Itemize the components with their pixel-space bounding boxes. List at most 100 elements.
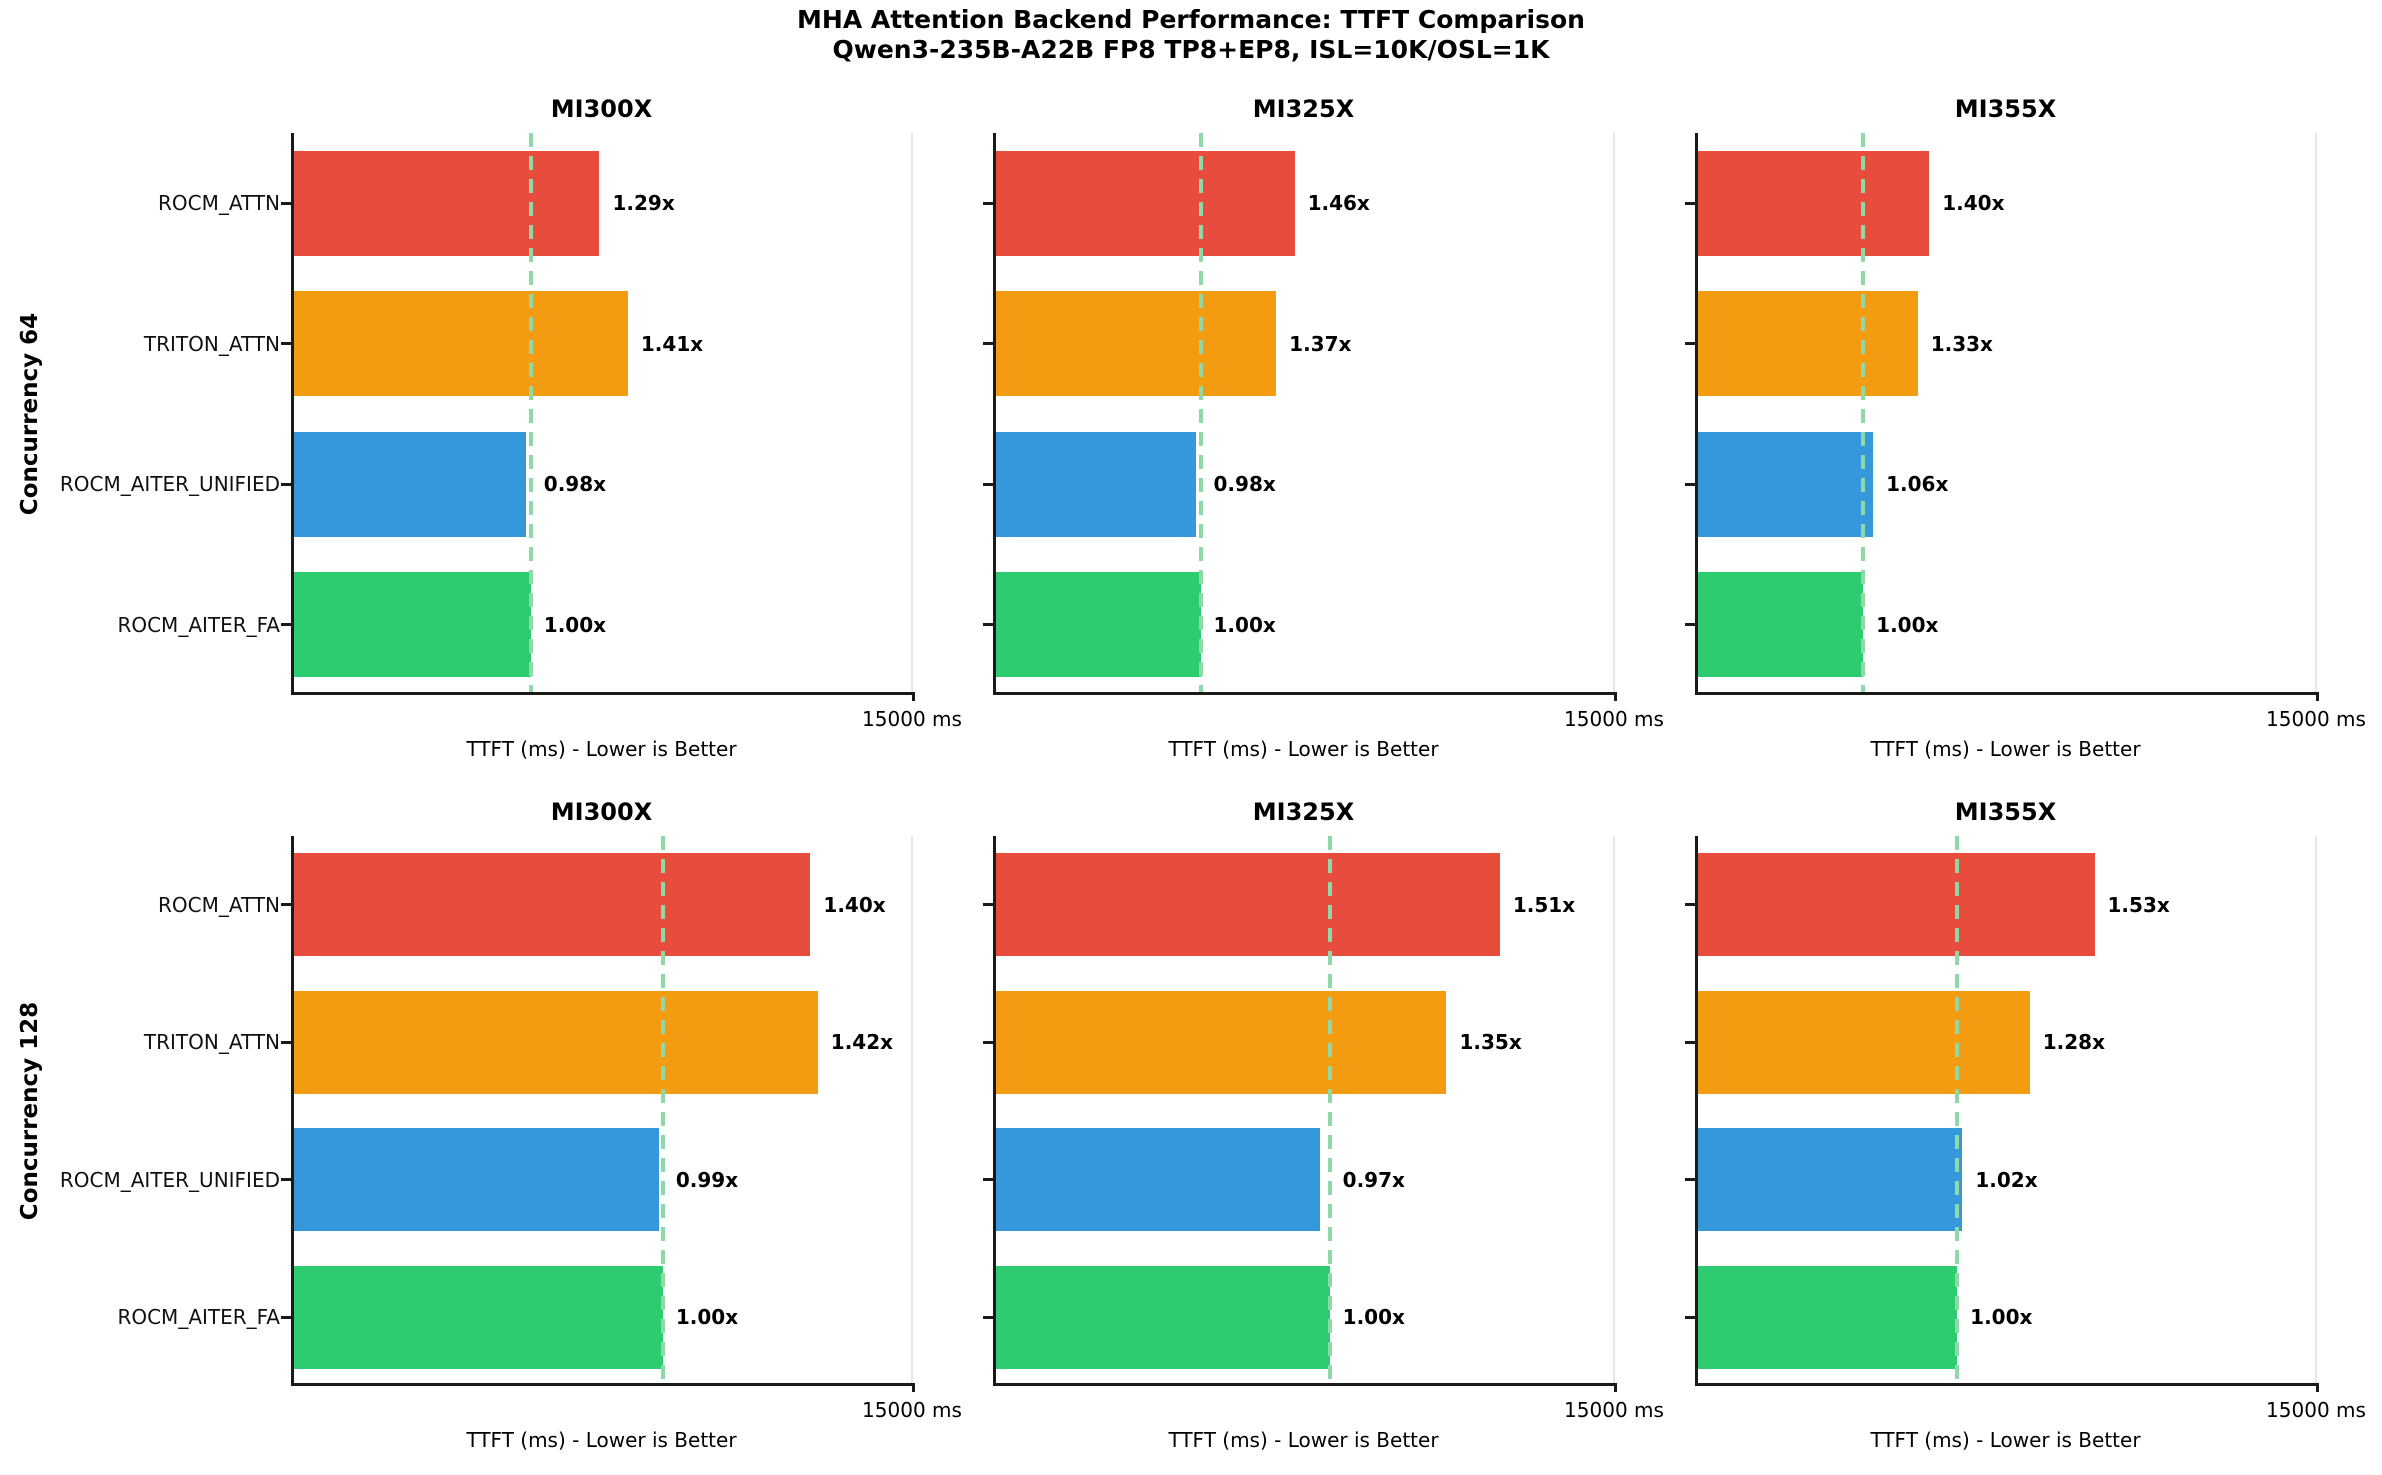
value-label-rocm_aiter_unified: 0.97x xyxy=(1342,1167,1405,1192)
category-label-triton_attn: TRITON_ATTN xyxy=(143,331,280,356)
baseline-dashed-line xyxy=(1861,133,1866,692)
value-label-triton_attn: 1.41x xyxy=(640,331,704,356)
subplot-mi355x-row2: MI355X 1.53x 1.28x 1.02x 1.00x 15000 ms TTFT (… xyxy=(1685,798,2366,1452)
value-label-rocm_attn: 1.53x xyxy=(2107,892,2170,917)
bar-rocm_aiter_fa xyxy=(996,1265,1330,1369)
bar-rocm_aiter_fa xyxy=(1698,572,1864,678)
value-label-rocm_attn: 1.51x xyxy=(1512,892,1576,917)
bar-rocm_attn xyxy=(294,853,811,957)
value-label-rocm_attn: 1.40x xyxy=(823,892,886,917)
x-tick-label: 15000 ms xyxy=(862,1398,962,1422)
value-label-rocm_aiter_fa: 1.00x xyxy=(1876,612,1939,637)
y-tick xyxy=(1685,1040,1695,1044)
y-tick xyxy=(983,903,993,907)
x-tick-15000 xyxy=(1614,692,1617,701)
x-gridline-15000 xyxy=(2315,836,2317,1383)
plot-area: ROCM_ATTN 1.29x TRITON_ATTN 1.41x ROCM_AITER… xyxy=(60,133,915,701)
value-label-triton_attn: 1.37x xyxy=(1289,331,1352,356)
row-label-concurrency-64: Concurrency 64 xyxy=(17,312,43,516)
bar-rocm_aiter_unified xyxy=(294,1128,660,1232)
bar-triton_attn xyxy=(294,990,818,1094)
bar-rocm_aiter_unified xyxy=(996,431,1197,537)
x-tick-label: 15000 ms xyxy=(2266,1398,2366,1422)
x-axis-label: TTFT (ms) - Lower is Better xyxy=(1168,1428,1439,1452)
bar-rocm_aiter_unified xyxy=(1698,1128,1963,1232)
baseline-dashed-line xyxy=(1327,836,1332,1383)
y-tick xyxy=(983,201,993,205)
category-label-rocm_attn: ROCM_ATTN xyxy=(157,191,280,216)
value-label-rocm_aiter_unified: 1.06x xyxy=(1886,472,1949,497)
y-tick xyxy=(1685,623,1695,627)
x-tick-15000 xyxy=(2316,1383,2319,1392)
value-label-rocm_attn: 1.29x xyxy=(612,191,675,216)
value-label-rocm_aiter_fa: 1.00x xyxy=(1970,1305,2033,1330)
subplot-mi325x-row1: MI325X 1.46x 1.37x 0.98x 1.00x 15000 ms TTFT (… xyxy=(983,95,1664,761)
x-tick-15000 xyxy=(912,1383,915,1392)
category-label-rocm_attn: ROCM_ATTN xyxy=(157,892,280,917)
plot-area: 1.46x 1.37x 0.98x 1.00x xyxy=(983,133,1617,701)
figure-title: MHA Attention Backend Performance: TTFT … xyxy=(0,5,2382,65)
x-axis-label: TTFT (ms) - Lower is Better xyxy=(1168,737,1439,761)
bar-rocm_aiter_unified xyxy=(996,1128,1320,1232)
x-tick-15000 xyxy=(2316,692,2319,701)
value-label-rocm_aiter_unified: 0.99x xyxy=(675,1167,739,1192)
bar-rocm_attn xyxy=(996,150,1295,256)
value-label-rocm_aiter_fa: 1.00x xyxy=(1213,612,1276,637)
x-axis-label: TTFT (ms) - Lower is Better xyxy=(466,1428,737,1452)
y-tick xyxy=(281,1315,291,1319)
baseline-dashed-line xyxy=(1955,836,1960,1383)
bar-triton_attn xyxy=(996,291,1277,397)
value-label-rocm_attn: 1.40x xyxy=(1942,191,2005,216)
value-label-rocm_attn: 1.46x xyxy=(1307,191,1370,216)
plot-area: ROCM_ATTN 1.40x TRITON_ATTN 1.42x ROCM_AITER… xyxy=(60,836,915,1392)
value-label-rocm_aiter_fa: 1.00x xyxy=(1342,1305,1405,1330)
y-tick xyxy=(281,1040,291,1044)
subplot-title: MI300X xyxy=(550,798,653,826)
bar-rocm_aiter_unified xyxy=(294,431,527,537)
x-gridline-15000 xyxy=(911,133,913,692)
bar-rocm_aiter_fa xyxy=(996,572,1201,678)
bar-rocm_attn xyxy=(1698,150,1930,256)
x-gridline-15000 xyxy=(2315,133,2317,692)
x-tick-label: 15000 ms xyxy=(1564,707,1664,731)
bar-rocm_attn xyxy=(1698,853,2095,957)
x-tick-label: 15000 ms xyxy=(862,707,962,731)
value-label-rocm_aiter_unified: 0.98x xyxy=(1213,472,1276,497)
y-tick xyxy=(281,201,291,205)
x-tick-label: 15000 ms xyxy=(1564,1398,1664,1422)
bar-rocm_attn xyxy=(996,853,1500,957)
baseline-dashed-line xyxy=(1198,133,1203,692)
bar-triton_attn xyxy=(1698,990,2030,1094)
plot-area: 1.51x 1.35x 0.97x 1.00x xyxy=(983,836,1617,1392)
y-tick xyxy=(1685,342,1695,346)
figure-title-line1: MHA Attention Backend Performance: TTFT … xyxy=(797,5,1585,34)
bar-rocm_aiter_fa xyxy=(1698,1265,1958,1369)
y-tick xyxy=(983,1040,993,1044)
y-tick xyxy=(281,1178,291,1182)
y-tick xyxy=(1685,201,1695,205)
subplot-mi300x-row1: MI300X ROCM_ATTN 1.29x TRITON_ATTN 1.41x ROCM… xyxy=(60,95,962,761)
y-tick xyxy=(983,482,993,486)
x-axis-label: TTFT (ms) - Lower is Better xyxy=(1870,1428,2141,1452)
y-tick xyxy=(281,903,291,907)
value-label-rocm_aiter_unified: 0.98x xyxy=(543,472,607,497)
subplot-title: MI325X xyxy=(1252,798,1355,826)
subplot-mi300x-row2: MI300X ROCM_ATTN 1.40x TRITON_ATTN 1.42x ROCM… xyxy=(60,798,962,1452)
plot-area: 1.53x 1.28x 1.02x 1.00x xyxy=(1685,836,2319,1392)
bar-triton_attn xyxy=(294,291,628,397)
baseline-dashed-line xyxy=(660,836,665,1383)
y-tick xyxy=(983,1178,993,1182)
y-tick xyxy=(1685,903,1695,907)
subplot-mi325x-row2: MI325X 1.51x 1.35x 0.97x 1.00x 15000 ms TTFT (… xyxy=(983,798,1664,1452)
value-label-triton_attn: 1.33x xyxy=(1930,331,1993,356)
category-label-triton_attn: TRITON_ATTN xyxy=(143,1030,280,1055)
value-label-rocm_aiter_fa: 1.00x xyxy=(675,1305,739,1330)
row-label-concurrency-128: Concurrency 128 xyxy=(17,1001,43,1221)
y-tick xyxy=(983,1315,993,1319)
y-tick xyxy=(983,623,993,627)
bar-rocm_aiter_fa xyxy=(294,572,531,678)
bar-rocm_aiter_unified xyxy=(1698,431,1874,537)
bar-rocm_attn xyxy=(294,150,600,256)
y-tick xyxy=(1685,1178,1695,1182)
x-tick-label: 15000 ms xyxy=(2266,707,2366,731)
